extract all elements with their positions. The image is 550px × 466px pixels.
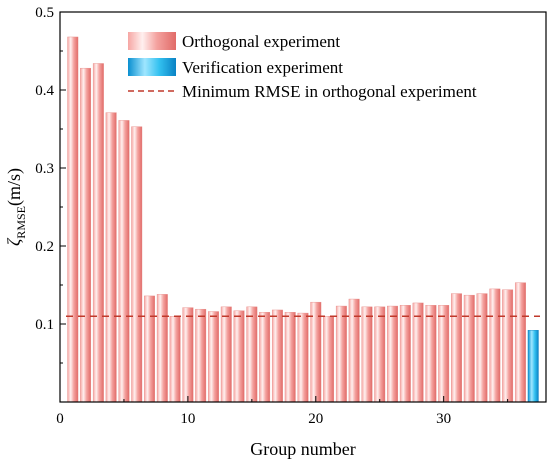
orthogonal-bar-31: [451, 293, 462, 403]
legend-label-verification: Verification experiment: [182, 58, 343, 77]
orthogonal-bar-34: [489, 288, 501, 403]
orthogonal-bar-30: [438, 305, 450, 403]
legend-label-orthogonal: Orthogonal experiment: [182, 32, 340, 51]
orthogonal-bar-17: [271, 309, 283, 403]
y-axis-symbol: ζ: [4, 237, 24, 246]
verification-bar-37: [527, 330, 539, 403]
orthogonal-bar-5: [118, 120, 130, 403]
orthogonal-bar-18: [284, 312, 296, 403]
y-tick-label-0: 0.1: [35, 317, 54, 333]
orthogonal-bar-23: [348, 298, 360, 403]
orthogonal-bar-19: [297, 312, 309, 403]
orthogonal-bar-28: [412, 302, 424, 403]
orthogonal-bar-26: [387, 305, 398, 403]
orthogonal-bar-3: [92, 63, 104, 403]
legend: Orthogonal experiment Verification exper…: [128, 32, 477, 101]
x-tick-label-0: 0: [56, 411, 64, 427]
orthogonal-bar-10: [182, 307, 194, 403]
orthogonal-bar-29: [425, 305, 437, 403]
orthogonal-bar-36: [514, 282, 526, 403]
y-tick-label-1: 0.2: [35, 239, 54, 255]
orthogonal-bar-13: [220, 306, 232, 403]
orthogonal-bar-32: [463, 294, 475, 403]
y-axis-unit: (m/s): [4, 168, 25, 206]
orthogonal-bar-35: [502, 289, 514, 403]
orthogonal-bar-9: [169, 316, 181, 403]
orthogonal-bar-15: [246, 306, 258, 403]
y-tick-label-4: 0.5: [35, 5, 54, 21]
orthogonal-bar-6: [131, 126, 143, 403]
orthogonal-bar-11: [195, 308, 207, 403]
x-axis-title: Group number: [250, 439, 355, 459]
x-tick-label-20: 20: [308, 411, 323, 427]
bars-group: [67, 36, 539, 403]
orthogonal-bar-1: [67, 36, 79, 403]
y-tick-label-3: 0.4: [35, 83, 54, 99]
y-axis-subscript: RMSE: [14, 206, 28, 239]
orthogonal-bar-22: [335, 305, 347, 403]
orthogonal-bar-33: [476, 293, 488, 403]
orthogonal-bar-2: [80, 67, 92, 403]
legend-label-reference: Minimum RMSE in orthogonal experiment: [182, 82, 477, 101]
orthogonal-bar-4: [105, 112, 117, 403]
orthogonal-bar-16: [259, 312, 271, 403]
y-axis-title: ζRMSE(m/s): [4, 168, 28, 246]
orthogonal-bar-12: [208, 311, 219, 403]
orthogonal-bar-7: [144, 295, 155, 403]
orthogonal-bar-27: [399, 305, 411, 403]
x-tick-label-10: 10: [180, 411, 195, 427]
legend-swatch-orthogonal: [128, 32, 176, 50]
orthogonal-bar-21: [323, 316, 335, 403]
orthogonal-bar-24: [361, 306, 373, 403]
axes-group: 0 10 20 30 0.1 0.2 0.3 0.4 0.5: [35, 5, 509, 427]
orthogonal-bar-20: [310, 301, 322, 403]
orthogonal-bar-8: [156, 294, 168, 403]
orthogonal-bar-14: [233, 310, 245, 403]
orthogonal-bar-25: [374, 306, 386, 403]
legend-swatch-verification: [128, 58, 176, 76]
y-tick-label-2: 0.3: [35, 161, 54, 177]
x-tick-label-30: 30: [436, 411, 451, 427]
